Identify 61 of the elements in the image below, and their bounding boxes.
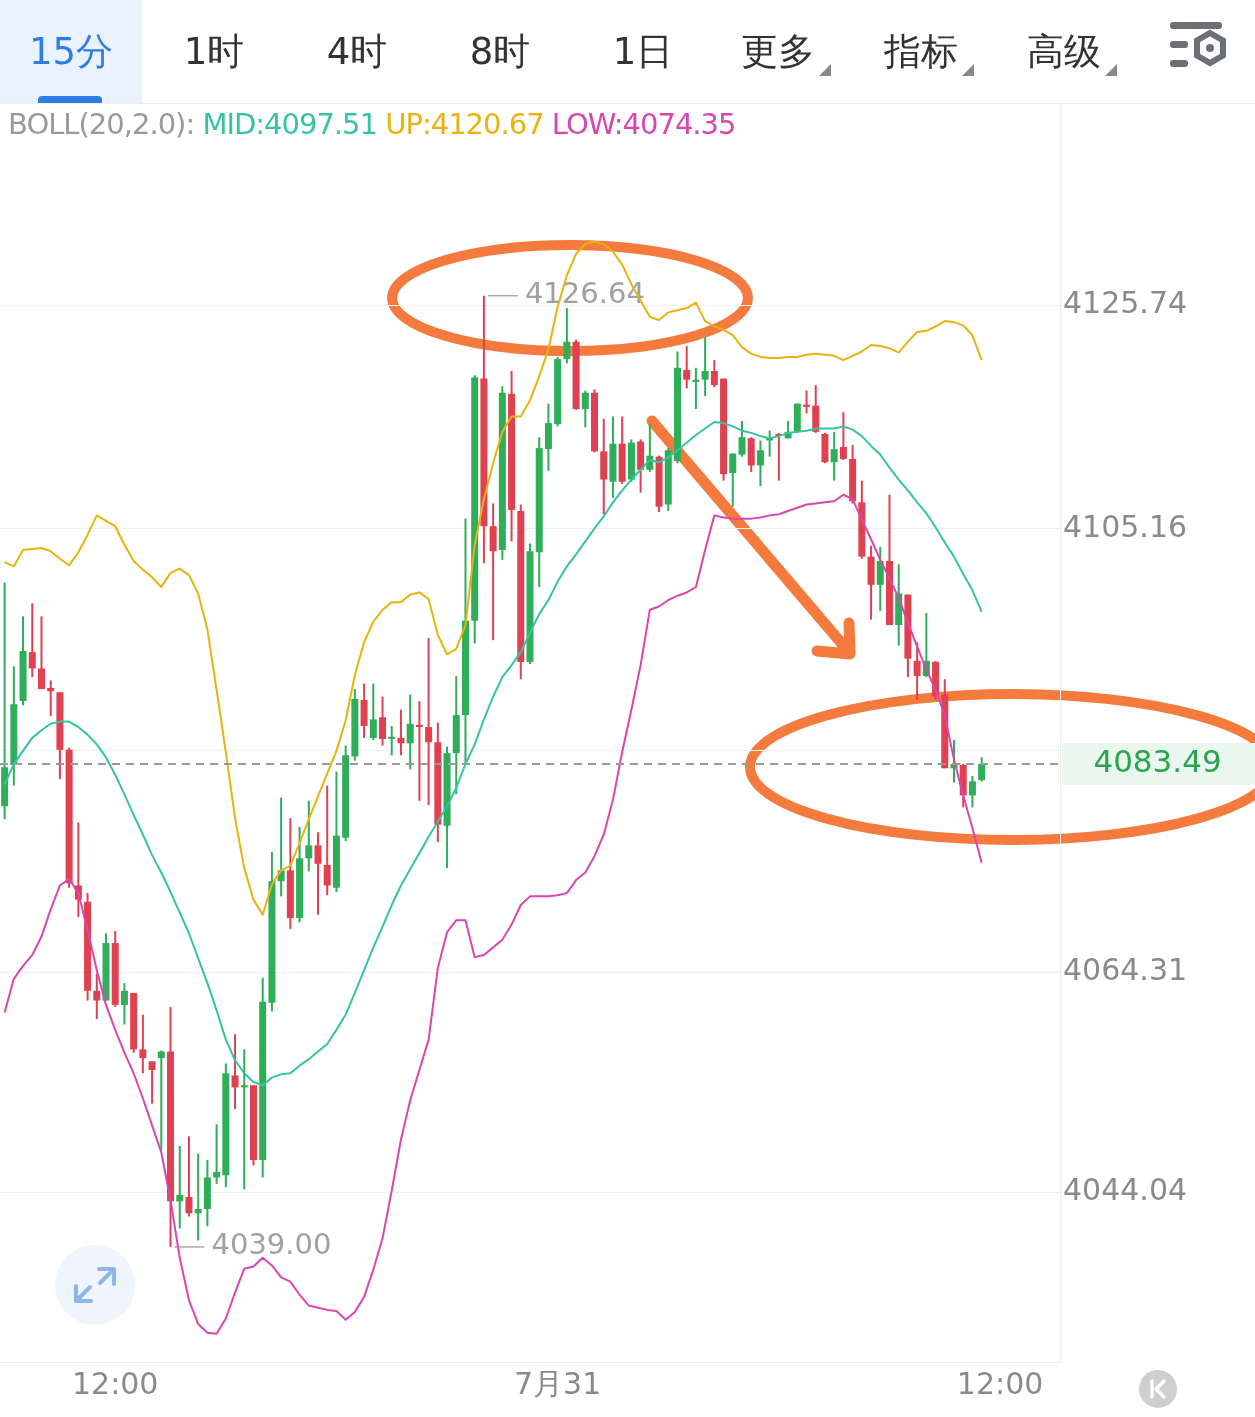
candlestick bbox=[176, 1145, 184, 1230]
candlestick bbox=[28, 602, 36, 679]
candlestick bbox=[710, 359, 718, 389]
y-tick-label: 4125.74 bbox=[1063, 285, 1188, 321]
candlestick bbox=[738, 419, 746, 458]
candlestick bbox=[194, 1152, 202, 1242]
candlestick bbox=[803, 389, 811, 415]
candlestick bbox=[830, 430, 838, 482]
x-tick-label: 12:00 bbox=[71, 1365, 159, 1401]
candlestick bbox=[701, 336, 709, 397]
candlestick bbox=[729, 452, 737, 508]
legend-title: BOLL(20,2.0): bbox=[8, 107, 196, 141]
candlestick bbox=[397, 708, 405, 757]
text: 指标 bbox=[884, 28, 958, 75]
candlestick bbox=[240, 1048, 248, 1191]
y-tick-label: 4044.04 bbox=[1063, 1172, 1188, 1208]
candlestick bbox=[581, 389, 589, 429]
x-tick-label: 7月31 bbox=[514, 1365, 602, 1401]
candlestick bbox=[120, 982, 128, 1026]
text: UP:4120.67 bbox=[385, 107, 545, 141]
candlestick bbox=[683, 345, 691, 390]
text: 4时 bbox=[326, 28, 388, 75]
candlestick bbox=[213, 1123, 221, 1185]
candlestick bbox=[839, 411, 847, 462]
candlestick bbox=[369, 682, 377, 742]
text: 1时 bbox=[183, 28, 245, 75]
candlestick bbox=[314, 831, 322, 916]
text: 15分 bbox=[28, 28, 114, 75]
candlestick bbox=[231, 1033, 239, 1111]
candlestick bbox=[93, 972, 101, 1021]
candlestick bbox=[37, 615, 45, 691]
candlestick bbox=[323, 784, 331, 897]
candlestick bbox=[157, 1049, 165, 1152]
text: 更多 bbox=[741, 28, 815, 75]
annotation: 4039.00 bbox=[211, 1227, 332, 1262]
text: LOW:4074.35 bbox=[551, 107, 736, 141]
candlestick bbox=[185, 1135, 193, 1218]
x-tick-label: 12:00 bbox=[956, 1365, 1044, 1401]
text: MID:4097.51 bbox=[202, 107, 378, 141]
candlestick bbox=[756, 439, 764, 488]
candlestick bbox=[148, 1060, 156, 1105]
candlestick bbox=[968, 774, 976, 809]
candlestick bbox=[563, 307, 571, 365]
ref-line-label: 4083.49 bbox=[1093, 743, 1222, 780]
candlestick bbox=[913, 641, 921, 701]
candlestick bbox=[692, 366, 700, 410]
candlestick bbox=[379, 695, 387, 747]
candlestick bbox=[415, 699, 423, 802]
candlestick bbox=[139, 1013, 147, 1075]
y-tick-label: 4105.16 bbox=[1063, 508, 1188, 544]
y-tick-label: 4064.31 bbox=[1063, 952, 1188, 988]
candlestick bbox=[978, 756, 986, 783]
candlestick bbox=[47, 679, 55, 718]
candlestick bbox=[305, 799, 313, 873]
candlestick bbox=[388, 724, 396, 757]
candlestick bbox=[406, 693, 414, 771]
text: 高级 bbox=[1027, 28, 1101, 75]
text: 1日 bbox=[612, 28, 674, 75]
candlestick bbox=[425, 637, 433, 807]
text: 8时 bbox=[469, 28, 531, 75]
candlestick bbox=[876, 545, 884, 612]
